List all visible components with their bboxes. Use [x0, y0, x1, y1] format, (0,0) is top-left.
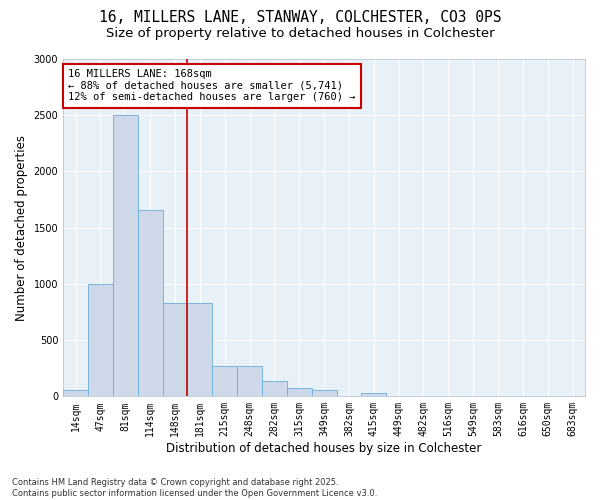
Bar	[287, 388, 311, 396]
Text: 16 MILLERS LANE: 168sqm
← 88% of detached houses are smaller (5,741)
12% of semi: 16 MILLERS LANE: 168sqm ← 88% of detache…	[68, 69, 356, 102]
X-axis label: Distribution of detached houses by size in Colchester: Distribution of detached houses by size …	[166, 442, 482, 455]
Bar	[237, 366, 262, 396]
Bar	[63, 390, 88, 396]
Bar	[113, 115, 138, 396]
Bar	[212, 366, 237, 396]
Bar	[311, 390, 337, 396]
Y-axis label: Number of detached properties: Number of detached properties	[15, 134, 28, 320]
Bar	[361, 393, 386, 396]
Bar	[187, 303, 212, 396]
Text: 16, MILLERS LANE, STANWAY, COLCHESTER, CO3 0PS: 16, MILLERS LANE, STANWAY, COLCHESTER, C…	[99, 10, 501, 25]
Bar	[88, 284, 113, 397]
Bar	[262, 381, 287, 396]
Bar	[163, 303, 187, 396]
Text: Contains HM Land Registry data © Crown copyright and database right 2025.
Contai: Contains HM Land Registry data © Crown c…	[12, 478, 377, 498]
Text: Size of property relative to detached houses in Colchester: Size of property relative to detached ho…	[106, 28, 494, 40]
Bar	[138, 210, 163, 396]
